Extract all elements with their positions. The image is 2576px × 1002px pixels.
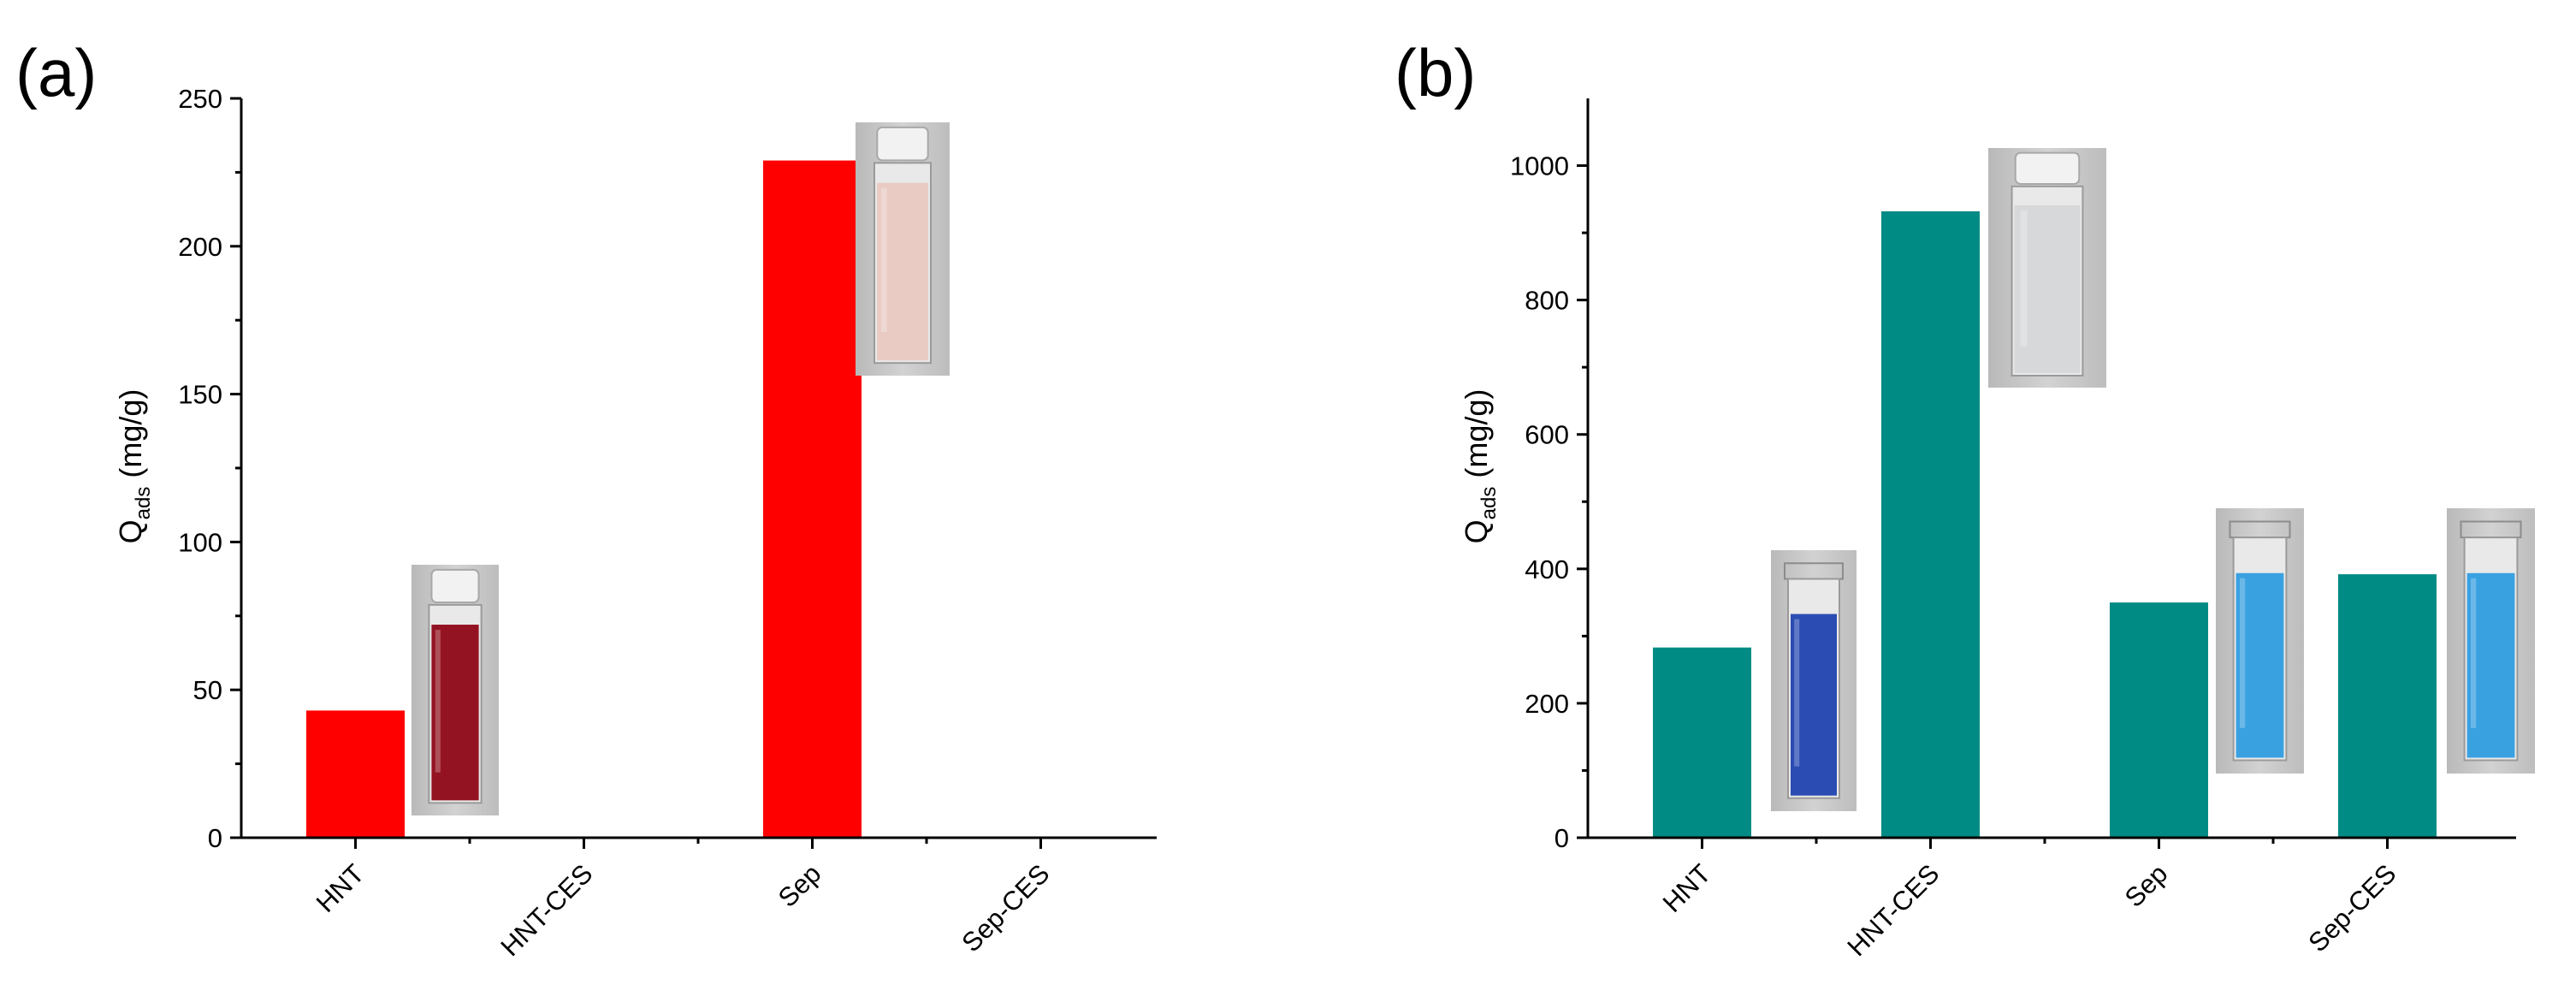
- vial-glare: [2020, 210, 2028, 347]
- y-tick-label-b: 400: [1525, 554, 1569, 584]
- bar-a-sep: [763, 160, 862, 839]
- y-tick-label-a: 100: [178, 527, 222, 557]
- vial-cap: [2014, 151, 2081, 186]
- panel-b-chart: (b) 0 200 400 600 800 1000 HNT HNT-CES Sep Sep-CES…: [1395, 35, 2535, 962]
- vial-liquid: [1791, 614, 1837, 796]
- y-tick-label-a: 150: [178, 380, 222, 410]
- vial-photo-b-hnt: [1771, 550, 1856, 811]
- x-tick-label-b-hnt: HNT: [1657, 858, 1717, 918]
- bar-b-hnt: [1653, 647, 1751, 838]
- vial-glare: [2471, 578, 2477, 728]
- vial-glare: [435, 630, 441, 773]
- vial-photo-a-sep: [856, 122, 950, 376]
- bar-b-sep: [2110, 602, 2208, 838]
- panel-label-b: (b): [1395, 35, 1476, 110]
- x-tick-label-a-hnt: HNT: [311, 858, 370, 918]
- panel-label-a: (a): [15, 35, 97, 110]
- vial-liquid: [431, 625, 479, 801]
- y-axis-label-b: Qads (mg/g): [1459, 389, 1501, 544]
- bar-b-hnt-ces: [1881, 210, 1980, 838]
- y-tick-label-b: 1000: [1510, 151, 1569, 181]
- x-tick-label-b-hnt-ces: HNT-CES: [1841, 858, 1945, 962]
- bar-a-hnt: [306, 710, 405, 838]
- y-axis-label-a: Qads (mg/g): [113, 389, 155, 544]
- x-tick-label-b-sep-ces: Sep-CES: [2302, 858, 2401, 958]
- y-tick-label-b: 800: [1525, 286, 1569, 316]
- y-tick-label-b: 0: [1554, 823, 1569, 853]
- vial-glare: [2240, 578, 2246, 728]
- vial-glare: [880, 187, 887, 333]
- vial-cap: [876, 126, 929, 162]
- x-tick-label-a-sep-ces: Sep-CES: [956, 858, 1055, 958]
- x-tick-label-a-hnt-ces: HNT-CES: [494, 858, 598, 962]
- y-tick-label-a: 0: [208, 823, 222, 853]
- vial-liquid: [2466, 572, 2515, 758]
- vial-photo-b-sep-ces: [2447, 508, 2535, 774]
- vial-photo-b-hnt-ces: [1988, 148, 2106, 388]
- vial-cap: [430, 568, 480, 603]
- y-tick-label-a: 200: [178, 232, 222, 262]
- vial-photo-b-sep: [2216, 508, 2304, 774]
- vial-liquid: [2235, 572, 2284, 758]
- y-tick-label-b: 200: [1525, 689, 1569, 719]
- vial-photo-a-hnt: [412, 565, 499, 815]
- y-tick-label-a: 250: [178, 84, 222, 114]
- bar-b-sep-ces: [2338, 574, 2437, 838]
- x-tick-label-b-sep: Sep: [2119, 858, 2174, 913]
- vial-liquid: [877, 182, 928, 361]
- x-tick-label-a-sep: Sep: [773, 858, 827, 913]
- y-tick-label-a: 50: [193, 675, 222, 705]
- y-tick-label-b: 600: [1525, 420, 1569, 450]
- panel-a-chart: (a) 0 50 100 150 200 250 HNT HNT-CES Sep Sep-CES Qa…: [15, 35, 1157, 962]
- vial-glare: [1794, 619, 1800, 767]
- vial-liquid: [2014, 205, 2081, 373]
